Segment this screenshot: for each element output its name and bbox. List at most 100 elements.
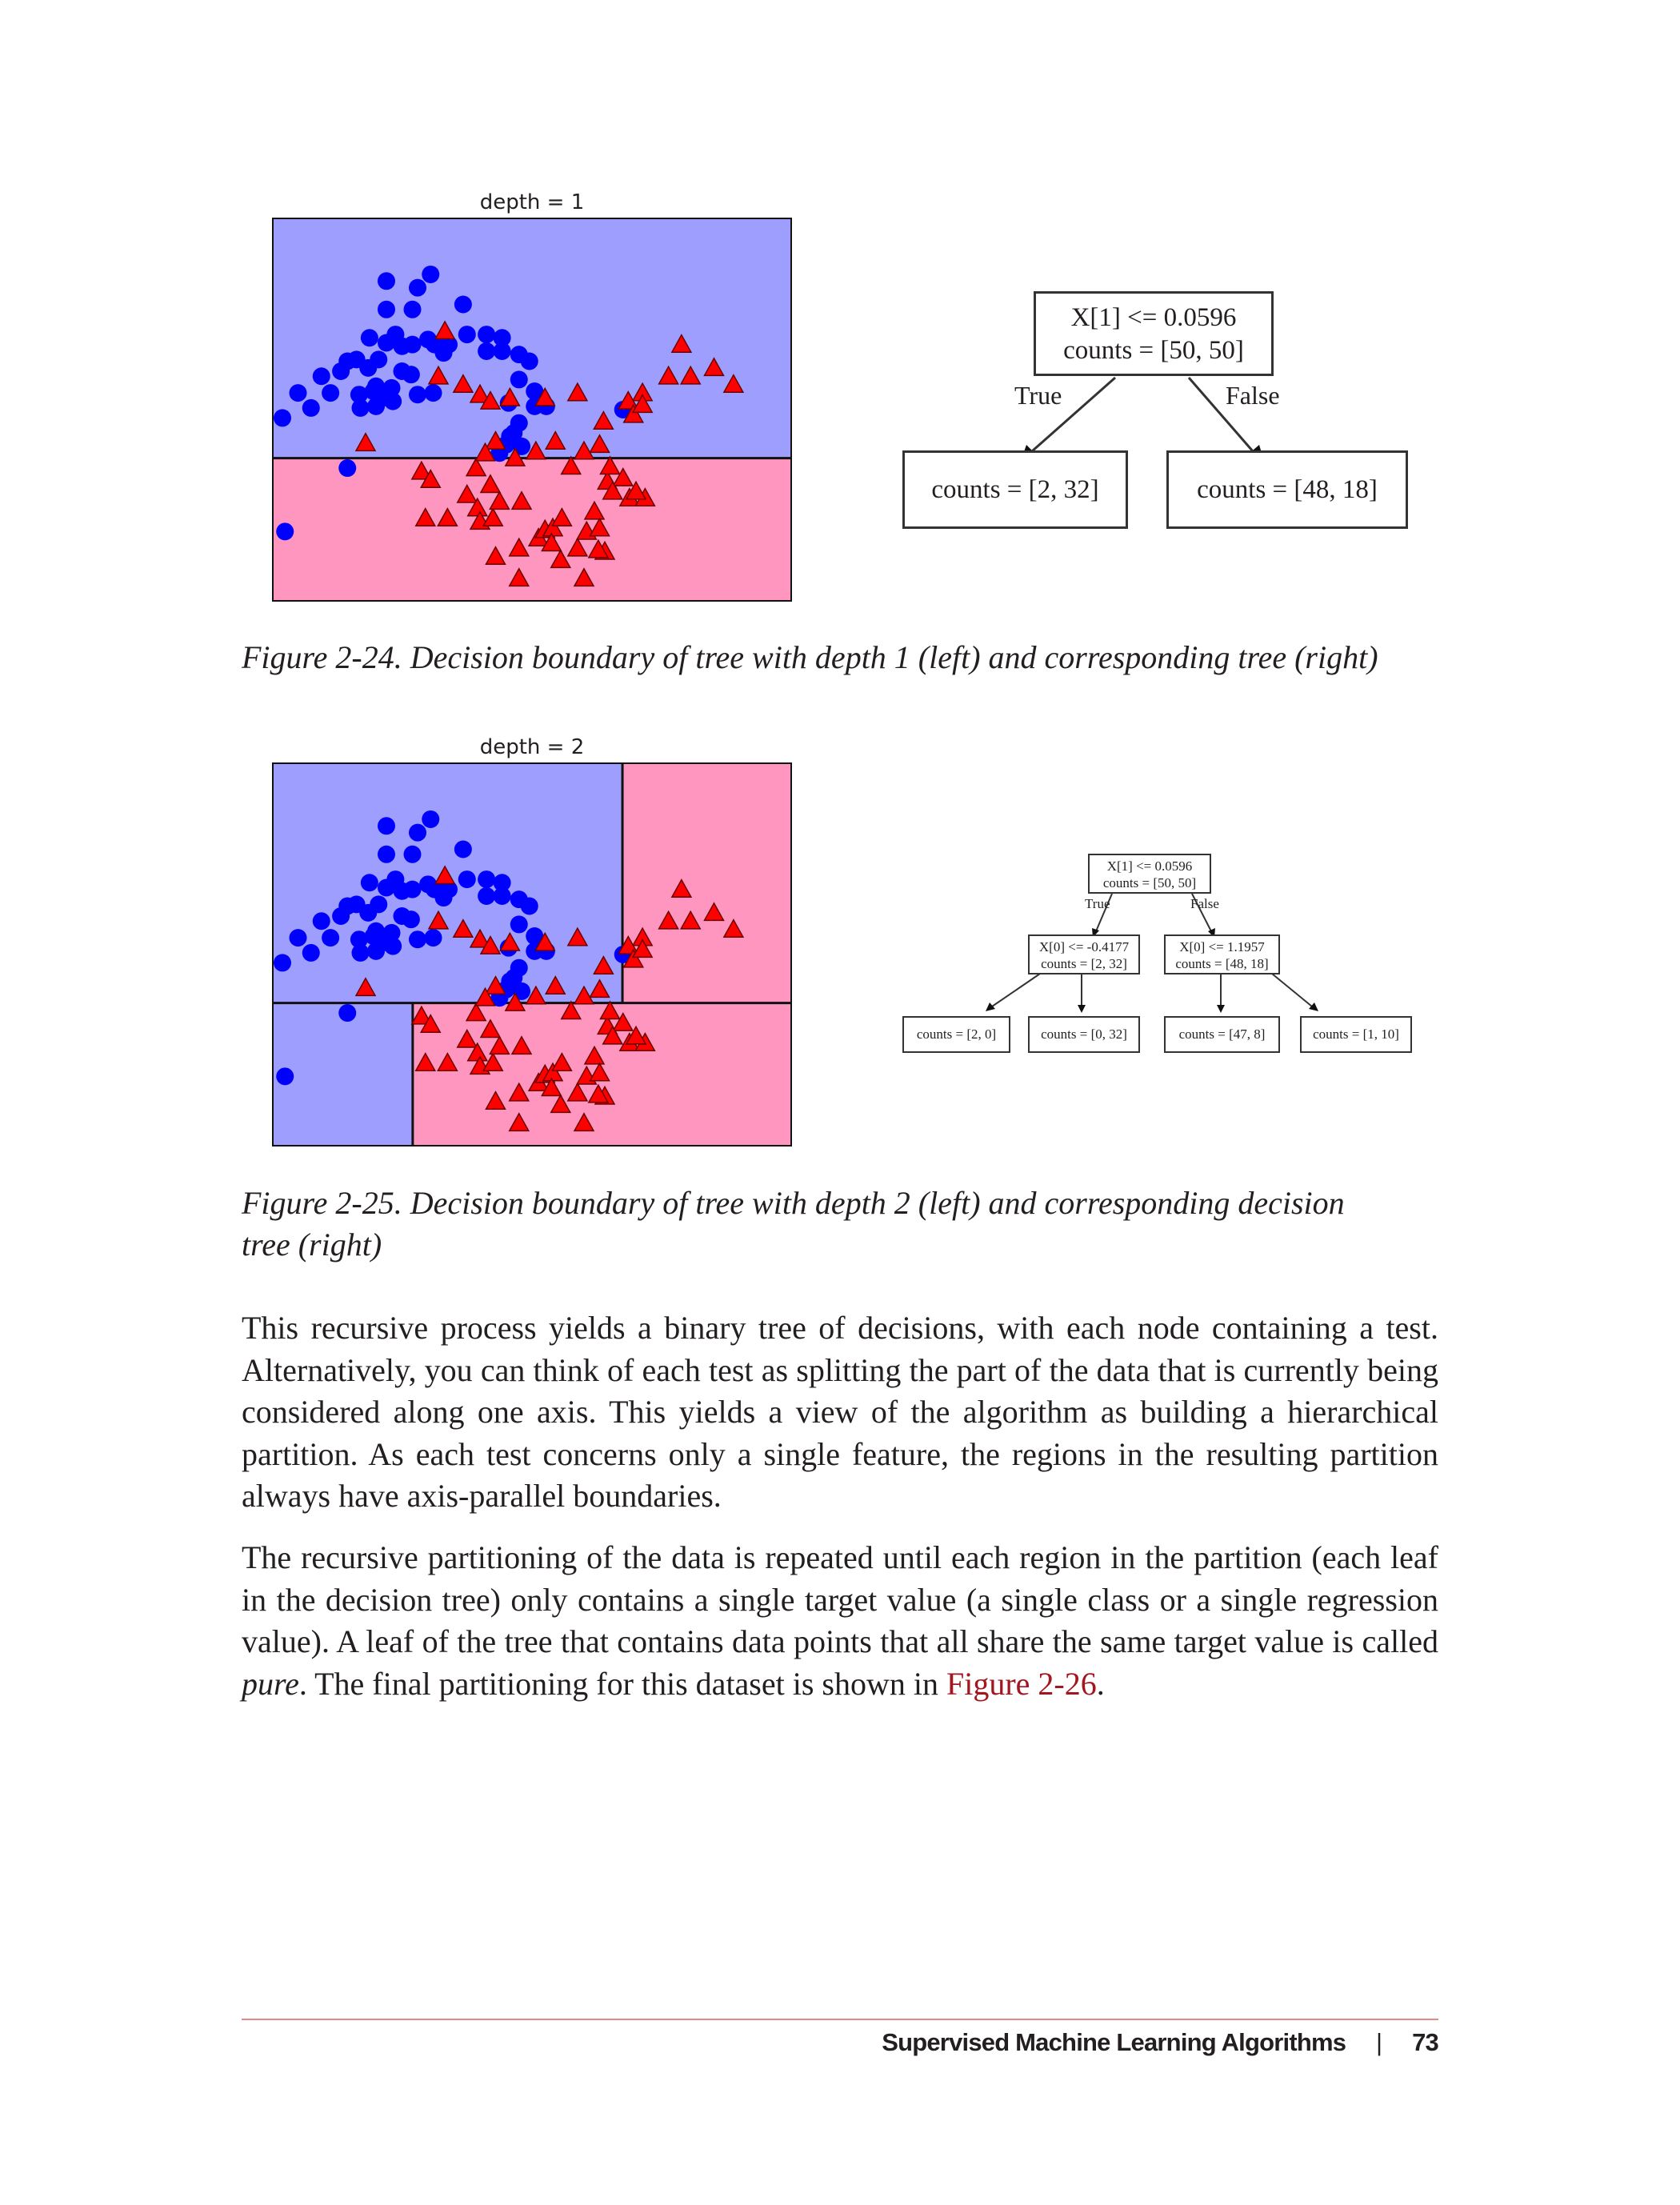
- class-0-point-49: [513, 982, 530, 1000]
- class-1-point-6: [499, 386, 521, 406]
- class-1-point-4: [469, 383, 491, 403]
- class-0-point-42: [424, 929, 442, 947]
- class-1-point-36: [465, 1002, 487, 1022]
- class-1-point-35: [419, 469, 442, 489]
- body-paragraph-2-text-a: The recursive partitioning of the data i…: [242, 1539, 1438, 1659]
- tree2-edges: [986, 893, 1318, 1013]
- class-0-point-23: [312, 912, 330, 930]
- class-1-point-62: [541, 1077, 562, 1097]
- class-0-point-16: [458, 326, 476, 344]
- class-0-point-18: [478, 342, 496, 360]
- tree1-left-leaf: counts = [2, 32]: [902, 450, 1128, 529]
- class-0-point-17: [478, 326, 496, 344]
- class-1-point-5: [479, 935, 502, 954]
- class-1-point-61: [508, 567, 530, 587]
- body-paragraph-2-text-b: . The final partitioning for this datase…: [298, 1665, 946, 1702]
- class-0-point-40: [350, 930, 368, 949]
- class-1-point-37: [474, 442, 496, 462]
- class-1-point-16: [622, 948, 645, 968]
- tree2-root-node: X[1] <= 0.0596 counts = [50, 50]: [1088, 854, 1211, 894]
- class-0-point-40: [350, 386, 368, 404]
- class-1-point-59: [587, 538, 610, 558]
- class-1-point-6: [499, 931, 521, 951]
- class-0-point-56: [338, 459, 357, 478]
- class-1-point-25: [573, 440, 595, 460]
- class-0-point-19: [493, 874, 511, 892]
- class-1-point-19: [354, 977, 377, 997]
- class-1-point-40: [479, 474, 502, 494]
- tree2-leaf-1: counts = [2, 0]: [902, 1016, 1010, 1053]
- class-1-point-22: [525, 985, 547, 1005]
- tree2-right-test: X[0] <= 1.1957: [1179, 939, 1265, 954]
- class-1-point-51: [566, 537, 589, 557]
- class-1-point-13: [722, 918, 745, 938]
- footer-rule: [242, 2019, 1438, 2020]
- class-0-point-35: [367, 942, 385, 960]
- class-0-point-18: [478, 886, 496, 905]
- body-paragraph-2: The recursive partitioning of the data i…: [242, 1537, 1438, 1705]
- class-1-point-50: [551, 1052, 573, 1072]
- class-1-point-17: [631, 938, 654, 958]
- class-0-point-20: [493, 886, 511, 905]
- figure-2-25-caption-line-1: Figure 2-25. Decision boundary of tree w…: [242, 1185, 1345, 1221]
- class-1-point-36: [465, 457, 487, 477]
- class-0-point-42: [424, 384, 442, 402]
- class-0-point-15: [434, 889, 453, 907]
- class-1-point-58: [550, 1094, 572, 1114]
- class-0-point-28: [370, 895, 388, 914]
- footer-section-title: Supervised Machine Learning Algorithms: [882, 2028, 1346, 2056]
- class-0-point-41: [364, 382, 382, 401]
- class-1-point-26: [589, 978, 610, 998]
- class-1-point-45: [437, 507, 458, 527]
- class-0-point-20: [493, 342, 511, 360]
- tree2-false-label: False: [1190, 896, 1219, 911]
- class-0-point-32: [402, 366, 420, 384]
- class-1-point-57: [485, 1090, 506, 1111]
- class-1-point-1: [434, 865, 456, 885]
- class-1-point-43: [489, 490, 510, 510]
- class-0-point-17: [478, 870, 496, 889]
- class-0-point-11: [403, 880, 422, 898]
- class-1-point-50: [551, 507, 573, 527]
- class-1-point-5: [479, 390, 502, 410]
- class-0-point-6: [454, 295, 472, 314]
- class-0-point-19: [493, 329, 511, 347]
- body-paragraph-1: This recursive process yields a binary t…: [242, 1310, 1438, 1514]
- class-0-point-11: [403, 335, 422, 354]
- class-1-point-46: [510, 1035, 533, 1055]
- class-1-point-34: [410, 1005, 433, 1025]
- class-1-point-9: [670, 878, 693, 898]
- page-number: 73: [1412, 2028, 1439, 2056]
- class-1-point-54: [589, 1062, 610, 1082]
- class-0-point-2: [409, 823, 426, 842]
- class-0-point-34: [384, 392, 402, 410]
- class-0-point-55: [351, 943, 370, 962]
- class-1-point-43: [489, 1035, 510, 1055]
- tree1-root-node: X[1] <= 0.0596 counts = [50, 50]: [1034, 291, 1274, 376]
- class-1-point-42: [482, 1052, 504, 1072]
- class-1-point-10: [658, 910, 679, 930]
- class-1-point-60: [573, 1112, 595, 1132]
- class-1-point-3: [452, 374, 474, 394]
- class-0-point-7: [360, 874, 378, 892]
- class-0-point-22: [520, 352, 538, 370]
- class-1-point-44: [414, 507, 437, 527]
- figure-2-25-caption-line-2: tree (right): [242, 1227, 382, 1263]
- class-1-point-12: [703, 357, 725, 377]
- class-0-point-3: [422, 810, 440, 828]
- class-0-point-44: [526, 927, 544, 946]
- class-1-point-58: [550, 549, 572, 569]
- tree2-right-node: X[0] <= 1.1957 counts = [48, 18]: [1164, 934, 1280, 974]
- tree1-edges: [1021, 376, 1264, 461]
- class-1-point-20: [485, 975, 506, 995]
- tree2-leaf-2: counts = [0, 32]: [1028, 1016, 1140, 1053]
- class-1-point-23: [544, 430, 566, 450]
- class-0-point-41: [364, 927, 382, 946]
- class-0-point-36: [409, 930, 426, 949]
- figure-2-24-caption: Figure 2-24. Decision boundary of tree w…: [242, 639, 1378, 675]
- class-0-point-55: [351, 398, 370, 417]
- class-1-point-29: [612, 1012, 634, 1031]
- class-0-point-1: [378, 272, 395, 290]
- class-1-point-3: [452, 918, 474, 938]
- figure-2-26-link[interactable]: Figure 2-26: [946, 1665, 1097, 1702]
